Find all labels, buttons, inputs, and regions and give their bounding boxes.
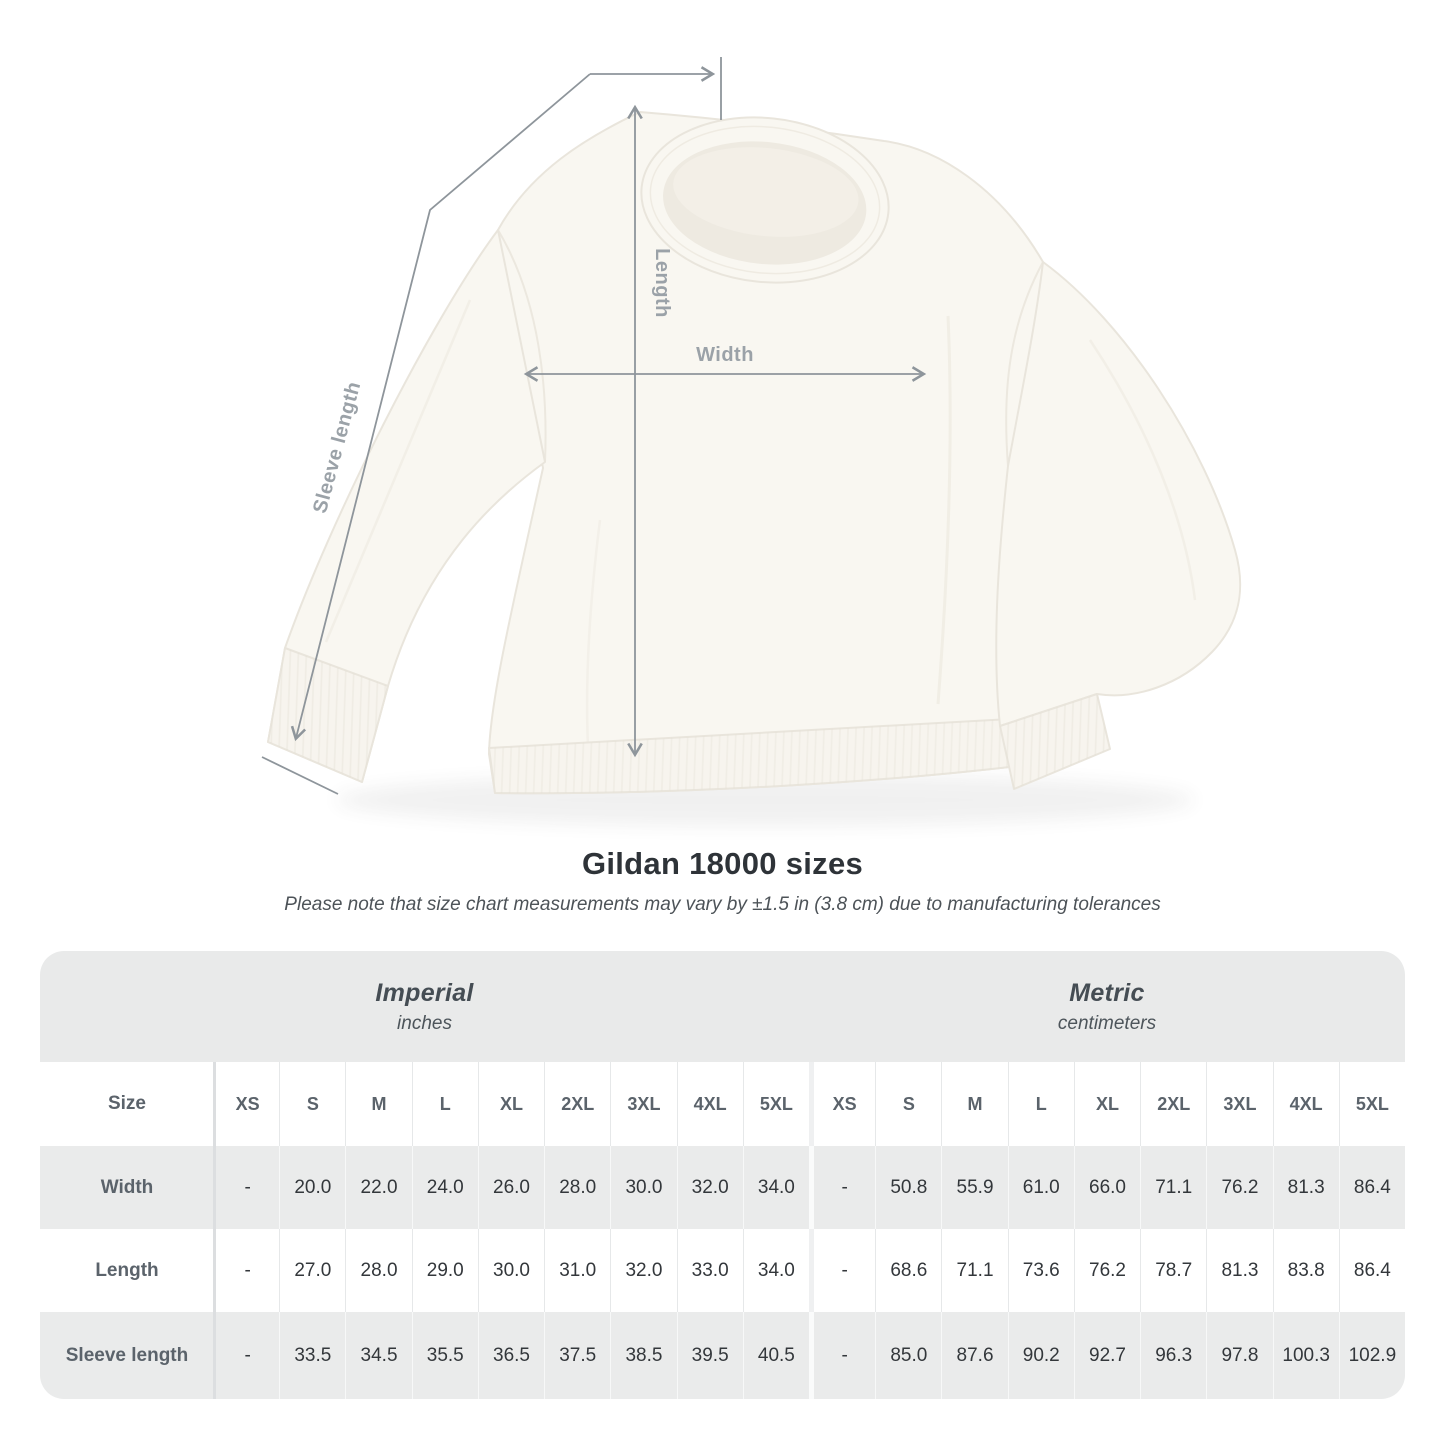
sweatshirt-collar [640,116,890,284]
cuff-tick-line [261,756,339,795]
table-cell: 31.0 [544,1229,610,1312]
table-cell: 85.0 [875,1312,942,1399]
table-cell: 22.0 [345,1146,412,1229]
unit-header-band: Imperial inches Metric centimeters [40,951,1405,1062]
table-cell: 71.1 [1140,1146,1207,1229]
sweatshirt-right-sleeve [995,261,1242,790]
imperial-header: Imperial inches [40,951,809,1062]
table-cell: 73.6 [1007,1229,1074,1312]
table-cell: 30.0 [477,1229,544,1312]
imperial-subtitle: inches [397,1012,452,1034]
size-header-metric-2xl: 2XL [1140,1062,1206,1146]
size-header-metric-xs: XS [808,1062,875,1146]
size-header-metric-s: S [875,1062,941,1146]
table-cell: 90.2 [1007,1312,1074,1399]
tolerance-note: Please note that size chart measurements… [284,894,1161,915]
table-cell: 30.0 [610,1146,677,1229]
size-header-imperial-xs: XS [213,1062,279,1146]
metric-header: Metric centimeters [809,951,1405,1062]
table-cell: 32.0 [676,1146,743,1229]
table-cell: 29.0 [411,1229,478,1312]
table-cell: 38.5 [610,1312,677,1399]
table-cell: 68.6 [875,1229,941,1312]
width-label: Width [696,344,754,366]
table-cell: 39.5 [676,1312,743,1399]
table-cell: 20.0 [279,1146,346,1229]
table-cell: 76.2 [1073,1229,1140,1312]
table-cell: 34.0 [742,1146,809,1229]
table-cell: 66.0 [1073,1146,1141,1229]
table-cell: 81.3 [1206,1229,1272,1312]
table-cell: 32.0 [610,1229,676,1312]
size-header-imperial-3xl: 3XL [610,1062,676,1146]
table-cell: - [808,1312,876,1399]
table-cell: 83.8 [1272,1229,1339,1312]
table-cell: - [808,1146,876,1229]
metric-subtitle: centimeters [1057,1012,1157,1034]
table-cell: - [213,1146,280,1229]
table-cell: 40.5 [742,1312,809,1399]
table-cell: 50.8 [875,1146,942,1229]
page-title: Gildan 18000 sizes [581,846,864,881]
table-cell: 24.0 [411,1146,478,1229]
sweatshirt-left-sleeve [267,229,546,783]
row-label: Length [95,1259,159,1281]
length-label: Length [651,248,673,318]
table-cell: 96.3 [1140,1312,1207,1399]
imperial-title: Imperial [375,978,474,1007]
table-cell: 71.1 [941,1229,1007,1312]
size-table: Imperial inches Metric centimeters Size X… [40,951,1405,1399]
table-cell: - [213,1229,279,1312]
table-cell: 34.0 [742,1229,809,1312]
table-cell: 34.5 [345,1312,412,1399]
size-header-metric-4xl: 4XL [1272,1062,1339,1146]
table-cell: 87.6 [941,1312,1008,1399]
sleeve-length-measure-line [290,73,591,742]
table-cell: 28.0 [345,1229,411,1312]
table-cell: 27.0 [279,1229,345,1312]
table-cell: 55.9 [941,1146,1008,1229]
size-header-imperial-xl: XL [477,1062,544,1146]
table-cell: 92.7 [1073,1312,1141,1399]
table-cell: - [213,1312,280,1399]
size-header-metric-l: L [1007,1062,1074,1146]
table-cell: 97.8 [1206,1312,1273,1399]
table-cell: 28.0 [544,1146,611,1229]
metric-title: Metric [1069,978,1145,1007]
table-cell: 76.2 [1206,1146,1273,1229]
size-diagram: Width Length Sleeve length [261,57,1242,826]
size-header-imperial-m: M [345,1062,411,1146]
size-header-imperial-4xl: 4XL [676,1062,743,1146]
size-header-imperial-s: S [279,1062,345,1146]
row-label: Sleeve length [40,1312,213,1399]
table-cell: 86.4 [1338,1146,1405,1229]
size-header-imperial-5xl: 5XL [742,1062,809,1146]
table-cell: 26.0 [477,1146,545,1229]
size-column-header: Size [107,1093,147,1114]
size-header-metric-3xl: 3XL [1206,1062,1272,1146]
size-grid: Size XS S M L XL 2XL 3XL 4XL 5XL XS S M L XL 2XL 3XL 4XL 5… [40,1062,1405,1399]
table-cell: 81.3 [1272,1146,1339,1229]
table-cell: 33.0 [676,1229,743,1312]
table-cell: 78.7 [1140,1229,1206,1312]
size-header-imperial-2xl: 2XL [544,1062,610,1146]
size-header-imperial-l: L [411,1062,478,1146]
table-cell: 37.5 [544,1312,611,1399]
table-cell: 33.5 [279,1312,346,1399]
table-cell: 100.3 [1272,1312,1339,1399]
sweatshirt-image: Width Length Sleeve length [261,57,1242,826]
table-cell: 102.9 [1338,1312,1405,1399]
table-cell: 35.5 [411,1312,478,1399]
size-header-metric-5xl: 5XL [1338,1062,1405,1146]
table-cell: 86.4 [1338,1229,1405,1312]
size-header-metric-xl: XL [1073,1062,1140,1146]
size-header-metric-m: M [941,1062,1007,1146]
row-label: Width [40,1146,213,1229]
table-cell: - [808,1229,875,1312]
table-cell: 36.5 [477,1312,545,1399]
table-cell: 61.0 [1007,1146,1074,1229]
